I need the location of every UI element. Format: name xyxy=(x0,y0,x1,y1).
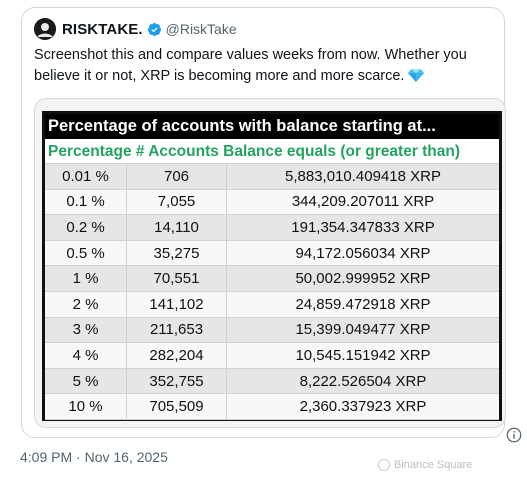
pct-cell: 1 % xyxy=(45,266,127,291)
balance-cell: 94,172.056034 XRP xyxy=(295,244,431,262)
accounts-cell: 14,110 xyxy=(127,215,227,240)
accounts-cell: 282,204 xyxy=(127,343,227,368)
balance-cell: 344,209.207011 XRP xyxy=(291,193,435,211)
more-icon[interactable] xyxy=(505,426,523,444)
pct-cell: 5 % xyxy=(45,368,127,394)
tweet-header: RISKTAKE. @RiskTake xyxy=(34,17,237,41)
table-row: 4 % 282,204 10,545.151942 XRP xyxy=(45,343,499,369)
data-table: Percentage of accounts with balance star… xyxy=(42,111,502,421)
table-row: 2 % 141,102 24,859.472918 XRP xyxy=(45,291,499,318)
table-header: Percentage # Accounts Balance equals (or… xyxy=(45,139,499,164)
watermark-text: Binance Square xyxy=(394,459,473,471)
table-row: 5 % 352,755 8,222.526504 XRP xyxy=(45,368,499,395)
accounts-cell: 7,055 xyxy=(127,189,227,215)
pct-cell: 3 % xyxy=(45,317,127,343)
table-rows: 0.01 % 706 5,883,010.409418 XRP 0.1 % 7,055 3… xyxy=(45,164,499,420)
balance-cell: 10,545.151942 XRP xyxy=(295,346,431,364)
pct-cell: 4 % xyxy=(45,343,127,368)
avatar-icon xyxy=(34,18,56,40)
table-row: 0.01 % 706 5,883,010.409418 XRP xyxy=(45,164,499,190)
balance-cell: 24,859.472918 XRP xyxy=(295,295,431,313)
table-row: 0.1 % 7,055 344,209.207011 XRP xyxy=(45,189,499,216)
accounts-cell: 70,551 xyxy=(127,266,227,291)
gem-icon xyxy=(408,69,425,82)
balance-cell: 5,883,010.409418 XRP xyxy=(285,167,441,185)
pct-cell: 2 % xyxy=(45,291,127,317)
balance-cell: 2,360.337923 XRP xyxy=(299,398,427,416)
table-row: 3 % 211,653 15,399.049477 XRP xyxy=(45,317,499,344)
accounts-cell: 705,509 xyxy=(127,394,227,419)
tweet-card[interactable]: RISKTAKE. @RiskTake Screenshot this and … xyxy=(21,7,522,443)
table-row: 10 % 705,509 2,360.337923 XRP xyxy=(45,394,499,420)
balance-cell: 50,002.999952 XRP xyxy=(295,270,431,288)
accounts-cell: 141,102 xyxy=(127,291,227,317)
balance-cell: 8,222.526504 XRP xyxy=(299,372,427,390)
pct-cell: 0.2 % xyxy=(45,215,127,240)
display-name[interactable]: RISKTAKE. xyxy=(62,20,143,38)
pct-cell: 10 % xyxy=(45,394,127,419)
tweet-timestamp[interactable]: 4:09 PM · Nov 16, 2025 xyxy=(20,449,168,465)
pct-cell: 0.1 % xyxy=(45,189,127,215)
tweet-text-body: Screenshot this and compare values weeks… xyxy=(34,47,467,84)
pct-cell: 0.01 % xyxy=(45,164,127,189)
pct-cell: 0.5 % xyxy=(45,240,127,266)
balance-cell: 191,354.347833 XRP xyxy=(291,218,435,236)
accounts-cell: 706 xyxy=(127,164,227,189)
table-row: 1 % 70,551 50,002.999952 XRP xyxy=(45,266,499,292)
watermark: Binance Square xyxy=(378,459,472,471)
table-title: Percentage of accounts with balance star… xyxy=(45,114,499,139)
handle[interactable]: @RiskTake xyxy=(165,21,237,37)
table-row: 0.2 % 14,110 191,354.347833 XRP xyxy=(45,215,499,241)
avatar[interactable] xyxy=(34,18,56,40)
accounts-cell: 35,275 xyxy=(127,240,227,266)
verified-badge-icon xyxy=(147,22,161,36)
accounts-cell: 352,755 xyxy=(127,368,227,394)
table-row: 0.5 % 35,275 94,172.056034 XRP xyxy=(45,240,499,267)
tweet-text: Screenshot this and compare values weeks… xyxy=(34,45,494,87)
accounts-cell: 211,653 xyxy=(127,317,227,343)
binance-logo-icon xyxy=(378,459,390,471)
balance-cell: 15,399.049477 XRP xyxy=(295,321,431,339)
tweet-media-image[interactable]: Percentage of accounts with balance star… xyxy=(34,98,506,428)
